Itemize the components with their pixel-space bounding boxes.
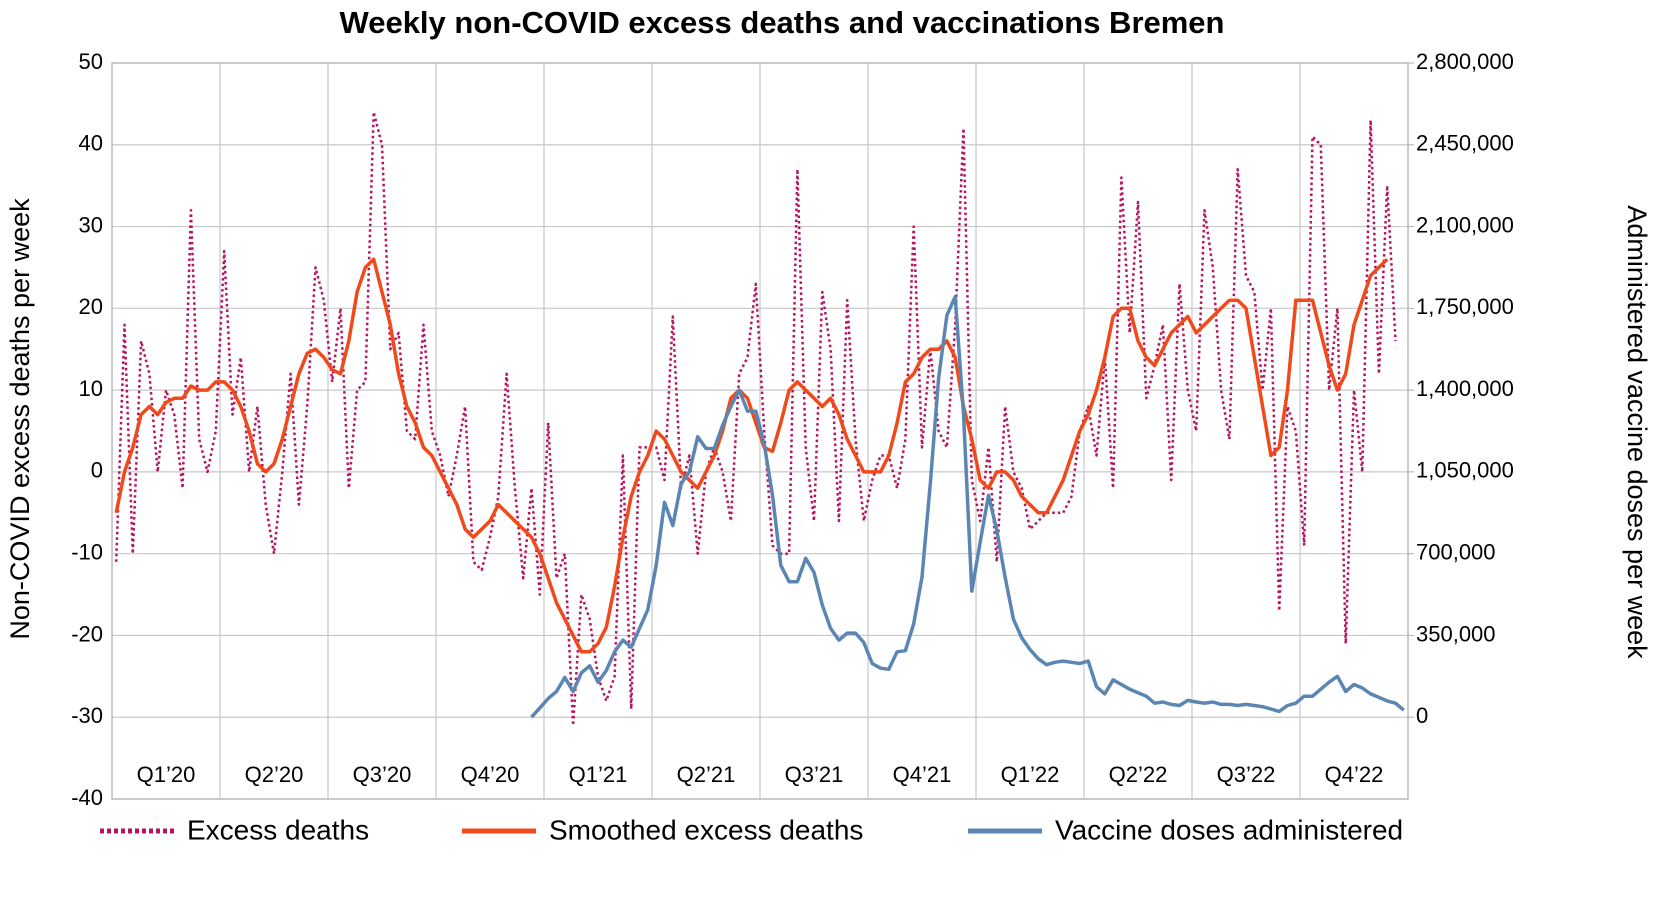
series-line	[530, 294, 1405, 719]
y2-tick-label: 700,000	[1416, 539, 1496, 564]
legend-label: Smoothed excess deaths	[549, 814, 863, 845]
y-tick-label: 0	[91, 458, 103, 483]
y-tick-label: -20	[71, 621, 103, 646]
x-tick-label: Q2’22	[1109, 762, 1168, 787]
y2-tick-label: 2,800,000	[1416, 49, 1514, 74]
legend-label: Vaccine doses administered	[1055, 814, 1403, 845]
y-tick-label: 30	[79, 212, 103, 237]
x-tick-label: Q2’21	[677, 762, 736, 787]
legend-label: Excess deaths	[187, 814, 369, 845]
x-tick-label: Q1’20	[137, 762, 196, 787]
y-tick-label: -30	[71, 703, 103, 728]
plot-frame	[111, 62, 1409, 800]
y-axis-title: Non-COVID excess deaths per week	[5, 198, 35, 640]
y-tick-label: 50	[79, 49, 103, 74]
x-tick-label: Q1’22	[1001, 762, 1060, 787]
x-tick-label: Q3’21	[785, 762, 844, 787]
y2-tick-label: 2,100,000	[1416, 212, 1514, 237]
x-tick-label: Q4’20	[461, 762, 520, 787]
y-tick-label: 10	[79, 376, 103, 401]
y2-tick-label: 2,450,000	[1416, 131, 1514, 156]
x-tick-label: Q4’22	[1325, 762, 1384, 787]
y2-tick-label: 350,000	[1416, 621, 1496, 646]
y2-tick-label: 1,750,000	[1416, 294, 1514, 319]
y2-tick-label: 1,050,000	[1416, 458, 1514, 483]
x-tick-label: Q2’20	[245, 762, 304, 787]
y-tick-label: -10	[71, 539, 103, 564]
x-tick-label: Q1’21	[569, 762, 628, 787]
x-tick-label: Q3’22	[1217, 762, 1276, 787]
x-tick-label: Q4’21	[893, 762, 952, 787]
series-line	[114, 110, 1397, 727]
y-tick-label: 40	[79, 131, 103, 156]
x-tick-label: Q3’20	[353, 762, 412, 787]
chart-title: Weekly non-COVID excess deaths and vacci…	[340, 5, 1225, 40]
y-tick-label: 20	[79, 294, 103, 319]
y2-tick-label: 1,400,000	[1416, 376, 1514, 401]
y2-axis-title: Administered vaccine doses per week	[1622, 205, 1652, 659]
y2-tick-label: 0	[1416, 703, 1428, 728]
y-tick-label: -40	[71, 785, 103, 810]
